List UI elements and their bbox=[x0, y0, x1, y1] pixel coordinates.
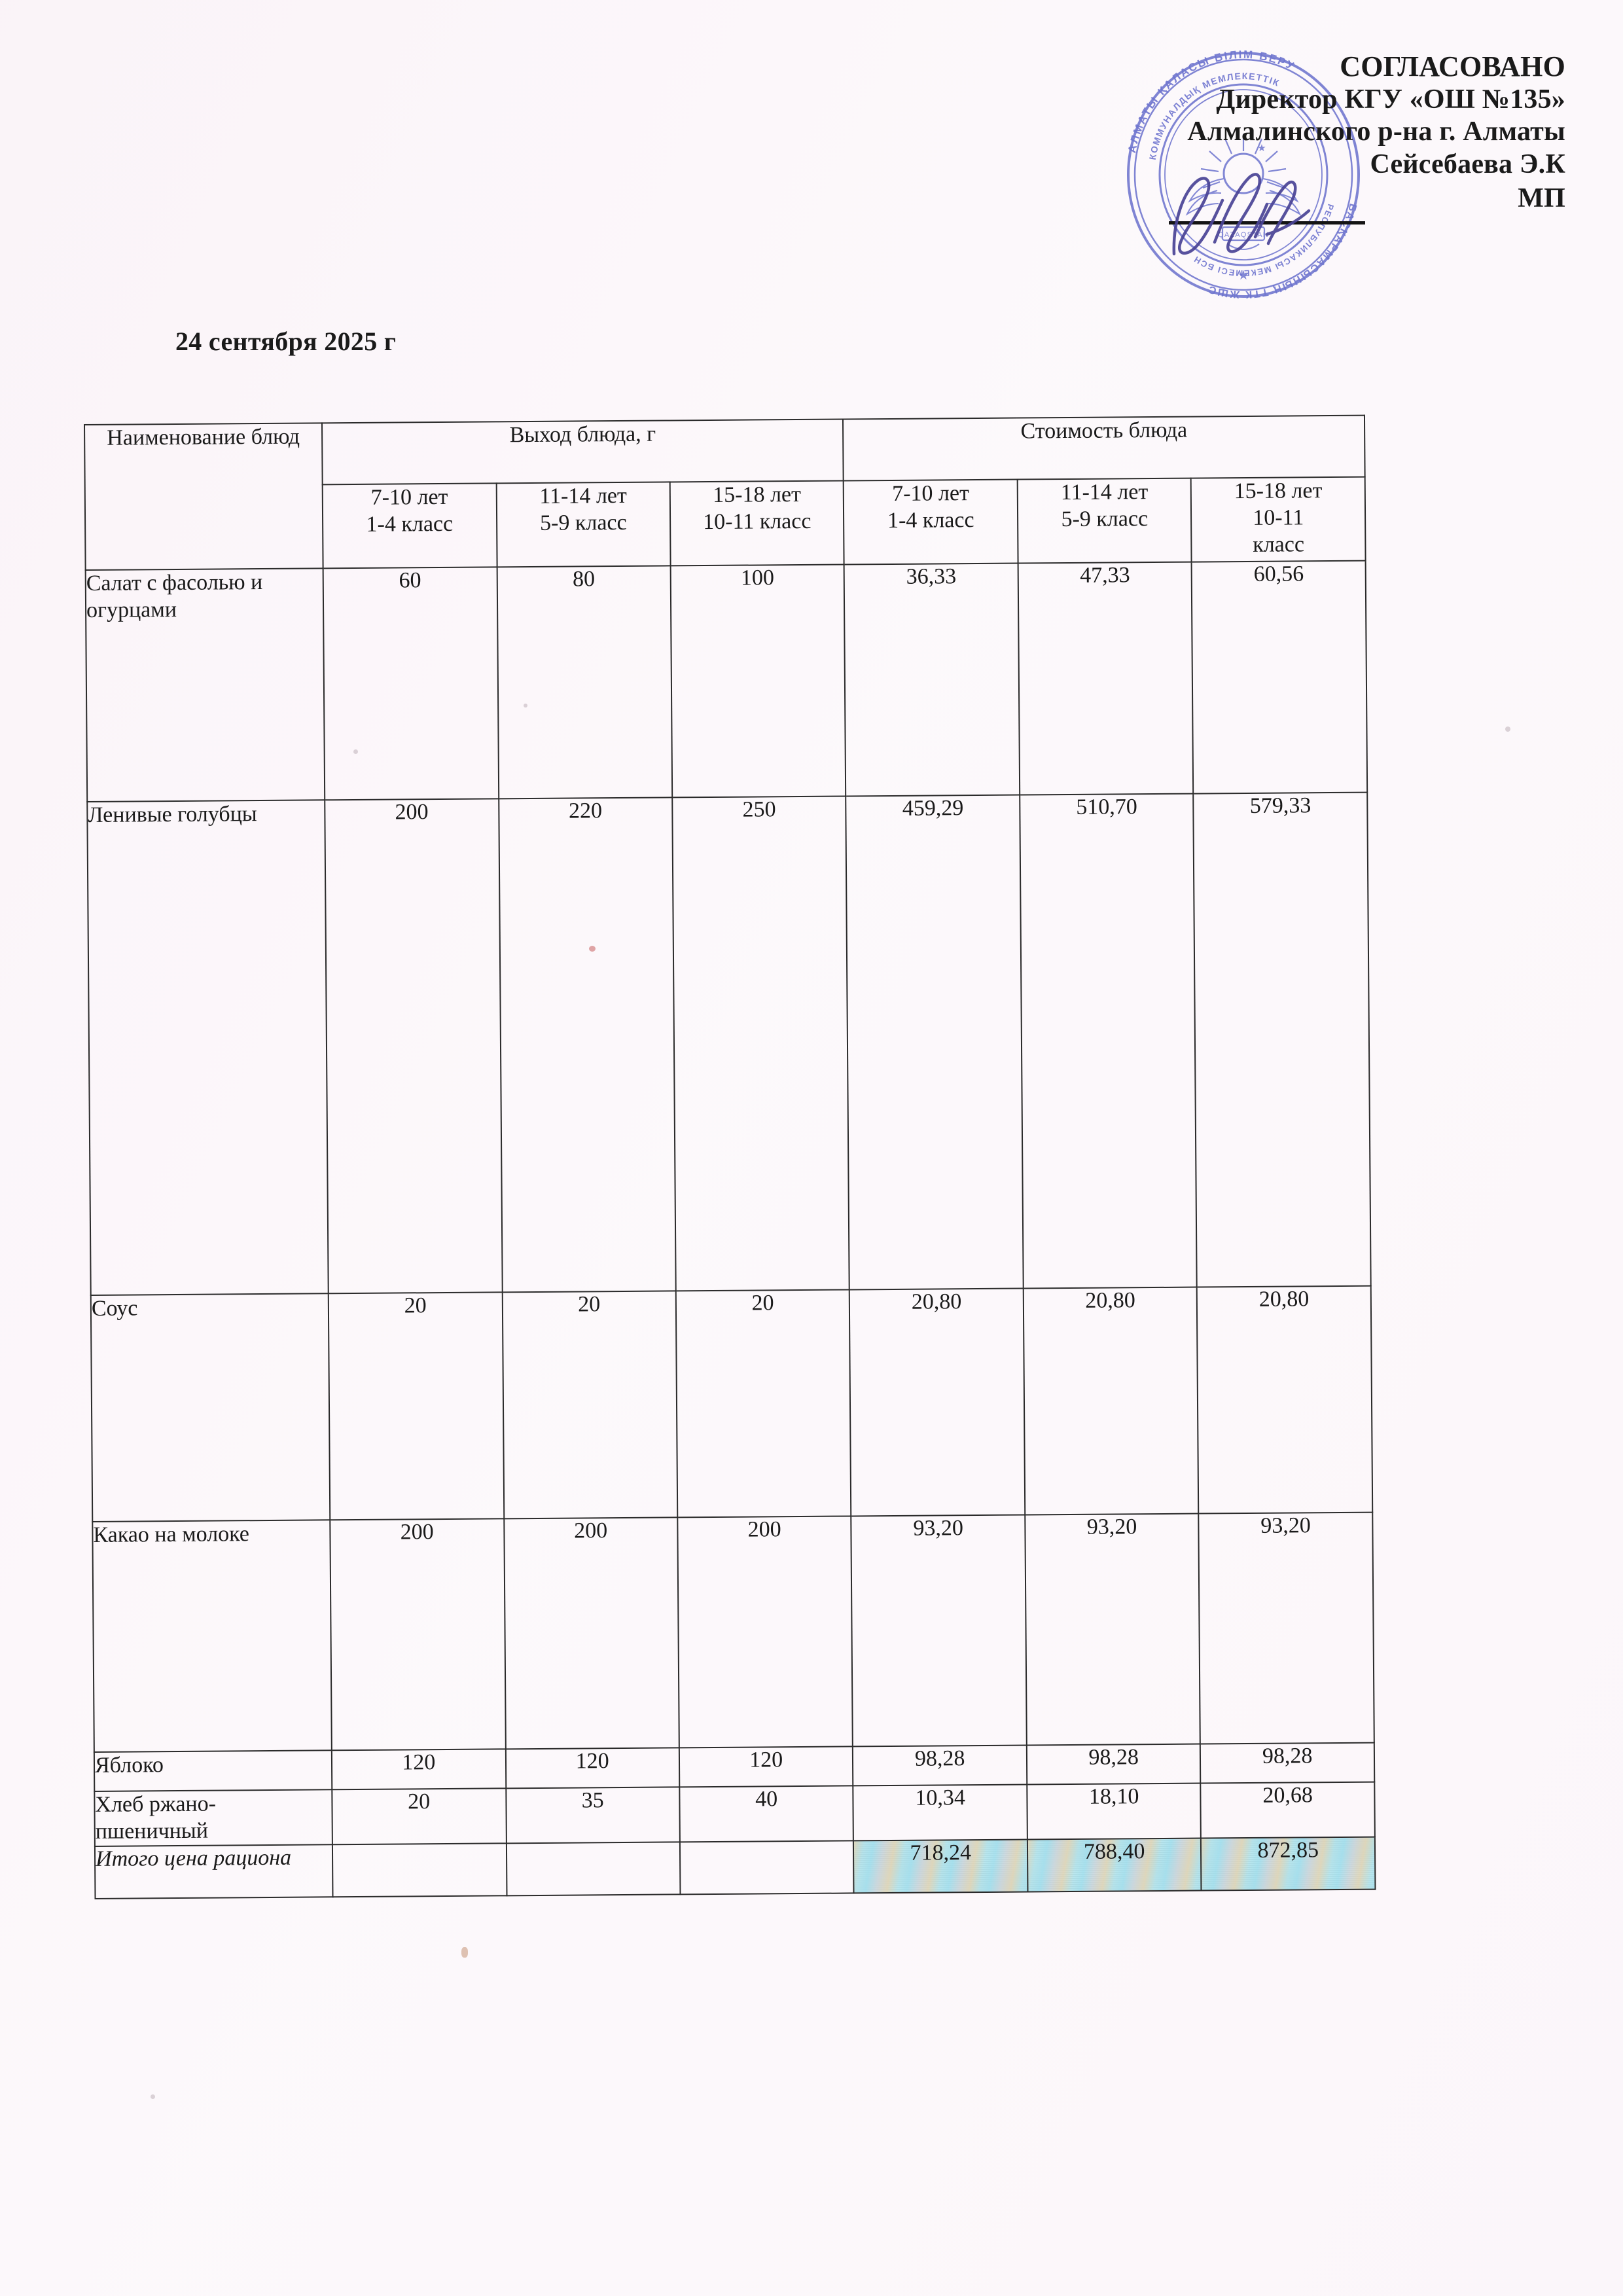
yield-15-18: 250 bbox=[672, 796, 850, 1291]
dish-name-cell: Ленивые голубцы bbox=[87, 800, 329, 1295]
price-7-10: 98,28 bbox=[853, 1745, 1027, 1786]
menu-table-container: Наименование блюд Выход блюда, г Стоимос… bbox=[84, 415, 1376, 1899]
dish-name-line: Соус bbox=[91, 1296, 138, 1321]
total-label: Итого цена рациона bbox=[94, 1844, 333, 1899]
price-7-10: 10,34 bbox=[853, 1784, 1027, 1841]
yield-11-14: 35 bbox=[505, 1787, 680, 1844]
yield-11-14: 220 bbox=[498, 797, 676, 1293]
total-price-11-14: 788,40 bbox=[1027, 1838, 1202, 1892]
sub-age: 11-14 лет bbox=[539, 483, 627, 509]
col-header-yield-15-18: 15-18 лет 10-11 класс bbox=[669, 480, 845, 566]
table-row: Хлеб ржано- пшеничный 20 35 40 10,34 18,… bbox=[94, 1782, 1375, 1846]
table-row: Какао на молоке 200 200 200 93,20 93,20 … bbox=[92, 1512, 1374, 1752]
dish-name-cell: Салат с фасолью и огурцами bbox=[85, 568, 325, 802]
table-row: Ленивые голубцы 200 220 250 459,29 510,7… bbox=[87, 792, 1371, 1295]
col-header-price-11-14: 11-14 лет 5-9 класс bbox=[1017, 478, 1192, 564]
dish-name-line: Яблоко bbox=[94, 1753, 164, 1778]
sub-age: 15-18 лет bbox=[713, 482, 802, 507]
dish-name-line: Салат с фасолью и bbox=[86, 570, 263, 596]
price-15-18: 93,20 bbox=[1198, 1512, 1374, 1744]
col-group-yield: Выход блюда, г bbox=[322, 419, 844, 485]
table-head-group-row: Наименование блюд Выход блюда, г Стоимос… bbox=[84, 415, 1365, 570]
price-11-14: 93,20 bbox=[1025, 1513, 1201, 1746]
col-group-price: Стоимость блюда bbox=[843, 415, 1365, 481]
total-yield-15-18 bbox=[679, 1840, 854, 1895]
yield-15-18: 100 bbox=[670, 564, 846, 798]
total-price-15-18: 872,85 bbox=[1201, 1837, 1376, 1891]
scan-speck bbox=[151, 2094, 155, 2099]
price-15-18: 60,56 bbox=[1192, 560, 1368, 794]
table-row: Соус 20 20 20 20,80 20,80 20,80 bbox=[90, 1285, 1373, 1522]
yield-7-10: 200 bbox=[330, 1518, 506, 1751]
sub-grade: 5-9 класс bbox=[1061, 506, 1149, 531]
col-header-price-15-18: 15-18 лет 10-11 класс bbox=[1191, 476, 1366, 562]
yield-7-10: 200 bbox=[325, 798, 503, 1294]
sub-age: 11-14 лет bbox=[1060, 480, 1149, 505]
col-header-yield-11-14: 11-14 лет 5-9 класс bbox=[496, 482, 671, 567]
signature bbox=[1172, 173, 1311, 256]
dish-name-line: Ленивые голубцы bbox=[88, 802, 257, 827]
yield-7-10: 20 bbox=[332, 1788, 507, 1845]
price-15-18: 20,80 bbox=[1197, 1285, 1373, 1514]
price-7-10: 36,33 bbox=[844, 563, 1020, 797]
price-15-18: 579,33 bbox=[1193, 792, 1371, 1287]
table-total-row: Итого цена рациона 718,24 788,40 872,85 bbox=[94, 1837, 1376, 1899]
yield-7-10: 20 bbox=[328, 1292, 504, 1520]
scan-speck bbox=[353, 749, 358, 754]
yield-15-18: 40 bbox=[679, 1785, 854, 1842]
sub-grade: 5-9 класс bbox=[539, 510, 627, 535]
table-row: Салат с фасолью и огурцами 60 80 100 36,… bbox=[85, 560, 1368, 802]
yield-15-18: 120 bbox=[679, 1746, 853, 1787]
scan-speck bbox=[524, 704, 527, 708]
sub-grade: 10-11 класс bbox=[703, 509, 812, 534]
price-11-14: 20,80 bbox=[1023, 1287, 1199, 1515]
document-date: 24 сентября 2025 г bbox=[175, 327, 397, 356]
col-header-yield-7-10: 7-10 лет 1-4 класс bbox=[322, 483, 497, 569]
price-7-10: 93,20 bbox=[851, 1515, 1027, 1747]
scan-speck bbox=[461, 1947, 468, 1958]
scan-speck bbox=[1505, 726, 1510, 732]
sub-age: 7-10 лет bbox=[892, 481, 970, 506]
menu-table: Наименование блюд Выход блюда, г Стоимос… bbox=[84, 415, 1376, 1899]
sub-grade: 10-11 bbox=[1253, 505, 1304, 530]
price-7-10: 459,29 bbox=[846, 795, 1024, 1290]
price-7-10: 20,80 bbox=[849, 1288, 1026, 1516]
yield-11-14: 200 bbox=[503, 1517, 679, 1749]
sub-grade-2: класс bbox=[1253, 531, 1305, 557]
total-yield-11-14 bbox=[506, 1842, 681, 1896]
col-header-price-7-10: 7-10 лет 1-4 класс bbox=[844, 479, 1018, 565]
price-11-14: 47,33 bbox=[1018, 562, 1194, 795]
sub-age: 15-18 лет bbox=[1234, 478, 1323, 504]
dish-name-line: Какао на молоке bbox=[93, 1522, 250, 1547]
sub-grade: 1-4 класс bbox=[366, 511, 454, 537]
approval-line-1: СОГЛАСОВАНО bbox=[1340, 50, 1565, 82]
sub-grade: 1-4 класс bbox=[887, 507, 974, 533]
yield-11-14: 80 bbox=[497, 565, 673, 799]
yield-7-10: 120 bbox=[331, 1749, 506, 1790]
scan-speck bbox=[589, 946, 596, 952]
price-11-14: 510,70 bbox=[1020, 793, 1198, 1289]
yield-15-18: 200 bbox=[677, 1516, 853, 1748]
yield-15-18: 20 bbox=[675, 1289, 851, 1518]
col-header-dish-name: Наименование блюд bbox=[84, 423, 323, 570]
dish-name-cell: Какао на молоке bbox=[92, 1520, 332, 1752]
dish-name-cell: Яблоко bbox=[94, 1750, 332, 1791]
dish-name-cell: Хлеб ржано- пшеничный bbox=[94, 1789, 332, 1846]
yield-7-10: 60 bbox=[323, 567, 499, 800]
total-yield-7-10 bbox=[332, 1843, 507, 1897]
dish-name-cell: Соус bbox=[90, 1293, 330, 1522]
yield-11-14: 20 bbox=[502, 1291, 678, 1519]
sub-age: 7-10 лет bbox=[370, 484, 448, 510]
price-15-18: 20,68 bbox=[1200, 1782, 1375, 1839]
dish-name-line: огурцами bbox=[86, 597, 177, 622]
price-15-18: 98,28 bbox=[1200, 1742, 1375, 1784]
yield-11-14: 120 bbox=[505, 1748, 680, 1789]
price-11-14: 18,10 bbox=[1027, 1783, 1202, 1840]
total-price-7-10: 718,24 bbox=[853, 1839, 1028, 1893]
dish-name-line: Хлеб ржано- bbox=[95, 1791, 217, 1817]
dish-name-line: пшеничный bbox=[95, 1818, 209, 1844]
price-11-14: 98,28 bbox=[1026, 1744, 1201, 1785]
approval-line-2: Директор КГУ «ОШ №135» bbox=[1216, 84, 1565, 115]
